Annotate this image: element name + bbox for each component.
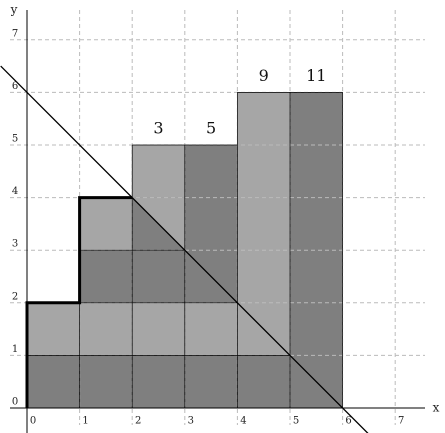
x-tick-label: 3 xyxy=(188,416,194,427)
x-tick-label: 0 xyxy=(30,416,36,427)
y-tick-label: 2 xyxy=(12,291,18,302)
x-tick-label: 1 xyxy=(82,416,88,427)
y-tick-label: 4 xyxy=(12,186,18,197)
diagonal-line xyxy=(0,65,369,433)
grid xyxy=(0,10,425,433)
x-tick-label: 7 xyxy=(398,416,404,427)
column-label: 9 xyxy=(259,66,269,85)
column-label: 11 xyxy=(306,66,326,85)
x-tick-label: 6 xyxy=(345,416,351,427)
x-tick-label: 4 xyxy=(240,416,246,427)
column-label: 3 xyxy=(153,119,163,138)
y-tick-label: 3 xyxy=(12,239,18,250)
x-tick-label: 5 xyxy=(293,416,299,427)
y-tick-label: 7 xyxy=(12,28,18,39)
y-axis-label: y xyxy=(10,3,18,17)
light-region xyxy=(132,145,185,198)
y-tick-label: 1 xyxy=(12,344,18,355)
y-tick-label: 5 xyxy=(12,134,18,145)
light-region xyxy=(79,197,133,251)
x-tick-label: 2 xyxy=(135,416,141,427)
x-axis-label: x xyxy=(433,401,440,415)
y-tick-label: 0 xyxy=(12,397,18,408)
y-tick-label: 6 xyxy=(12,81,18,92)
column-label: 5 xyxy=(206,119,216,138)
